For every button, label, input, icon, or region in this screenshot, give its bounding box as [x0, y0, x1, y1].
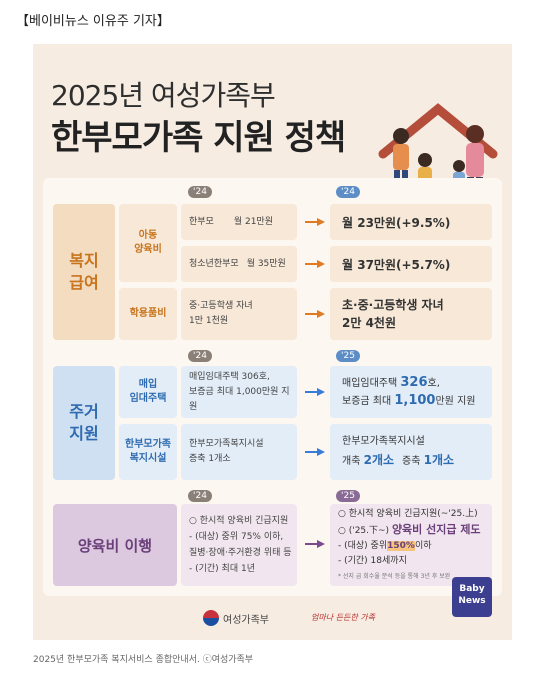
facility-old: 한부모가족복지시설 증축 1개소 [181, 424, 297, 480]
arrow-right-icon [305, 310, 325, 318]
childcare-new-line2-highlight: 양육비 선지급 제도 [391, 522, 481, 536]
facility-new-b-label: 증축 [402, 456, 424, 467]
facility-new: 한부모가족복지시설 개축 2개소 증축 1개소 [330, 424, 492, 480]
welfare-category: 복지 급여 [53, 204, 115, 340]
article-byline: 【베이비뉴스 이유주 기자】 [16, 14, 170, 29]
childcare-new-line3-highlight: 150% [387, 540, 415, 551]
housing-category: 주거 지원 [53, 366, 115, 480]
rental-housing-label: 매입 임대주택 [119, 366, 177, 418]
rental-new-suffix: 만원 지원 [435, 396, 476, 407]
child-support-new-row2: 월 37만원(+5.7%) [330, 246, 492, 282]
childcare-old-line: - (대상) 중위 75% 이하, [189, 532, 284, 542]
old-who: 한부모 [189, 216, 214, 227]
arrow-right-icon [305, 260, 325, 268]
rental-housing-new: 매입임대주택 326호, 보증금 최대 1,100만원 지원 [330, 366, 492, 418]
facility-label: 한부모가족 복지시설 [119, 424, 177, 480]
rental-new-amount: 1,100 [394, 393, 436, 408]
policy-infographic: 2025년 여성가족부 한부모가족 지원 정책 '24 '24 복지 급여 아동… [33, 44, 512, 640]
school-supplies-new: 초·중·고등학생 자녀 2만 4천원 [330, 288, 492, 340]
rental-new-mid: 호, 보증금 최대 [342, 378, 440, 407]
year-badge-new: '24 [336, 186, 360, 198]
facility-new-a-value: 2개소 [363, 453, 395, 467]
year-badge-old: '24 [188, 186, 212, 198]
old-who: 청소년한부모 [189, 258, 239, 269]
school-supplies-label: 학용품비 [119, 288, 177, 340]
arrow-right-icon [305, 448, 325, 456]
childcare-new-line3-prefix: - (대상) 중위 [338, 540, 388, 551]
year-badge-old: '24 [188, 350, 212, 362]
rental-new-prefix: 매입임대주택 [342, 378, 401, 389]
child-support-label: 아동 양육비 [119, 204, 177, 282]
year-badge-new: '25 [336, 490, 360, 502]
ministry-slogan: 엄마나 든든한 가족 [311, 613, 375, 622]
childcare-new: ○ 한시적 양육비 긴급지원(~'25.上) ○ ('25.下~) 양육비 선지… [330, 504, 492, 586]
child-support-new-row1: 월 23만원(+9.5%) [330, 204, 492, 240]
childcare-enforcement-category: 양육비 이행 [53, 504, 177, 586]
child-support-old-row1: 한부모 월 21만원 [181, 204, 297, 240]
arrow-right-icon [305, 388, 325, 396]
childcare-new-line4: - (기간) 18세까지 [338, 555, 407, 566]
school-supplies-old: 중·고등학생 자녀 1만 1천원 [181, 288, 297, 340]
childcare-new-line1: ○ 한시적 양육비 긴급지원(~'25.上) [338, 508, 478, 519]
facility-new-line1: 한부모가족복지시설 [342, 436, 425, 447]
childcare-old-line: 질병·장애·주거환경 위태 등 [189, 548, 292, 558]
arrow-right-icon [305, 218, 325, 226]
content-panel: '24 '24 복지 급여 아동 양육비 한부모 월 21만원 월 23만원(+… [43, 178, 502, 596]
facility-new-b-value: 1개소 [423, 453, 455, 467]
government-emblem-icon [203, 610, 219, 626]
childcare-new-line3-suffix: 이하 [414, 540, 432, 551]
year-badge-new: '25 [336, 350, 360, 362]
year-badge-old: '24 [188, 490, 212, 502]
childcare-new-line2-prefix: ○ ('25.下~) [338, 525, 392, 536]
babynews-logo: Baby News [452, 577, 492, 617]
childcare-note: * 선지 급 회수율 분석 등을 통해 3년 후 보완 [338, 572, 451, 580]
rental-new-count: 326 [400, 375, 428, 390]
old-amount: 월 21만원 [233, 216, 273, 227]
rental-housing-old: 매입임대주택 306호, 보증금 최대 1,000만원 지원 [181, 366, 297, 418]
facility-new-a-label: 개축 [342, 456, 364, 467]
poster-title-line2: 한부모가족 지원 정책 [51, 118, 346, 158]
childcare-old-line: - (기간) 최대 1년 [189, 564, 255, 574]
childcare-old: ○ 한시적 양육비 긴급지원 - (대상) 중위 75% 이하, 질병·장애·주… [181, 504, 297, 586]
image-caption: 2025년 한부모가족 복지서비스 종합안내서. ⓒ여성가족부 [33, 655, 254, 665]
old-amount: 월 35만원 [246, 258, 286, 269]
childcare-old-line: ○ 한시적 양육비 긴급지원 [189, 516, 289, 526]
poster-title-line1: 2025년 여성가족부 [51, 79, 276, 112]
ministry-name: 여성가족부 [223, 614, 269, 626]
child-support-old-row2: 청소년한부모 월 35만원 [181, 246, 297, 282]
arrow-right-icon [305, 540, 325, 548]
ministry-logo: 여성가족부 [203, 610, 269, 626]
